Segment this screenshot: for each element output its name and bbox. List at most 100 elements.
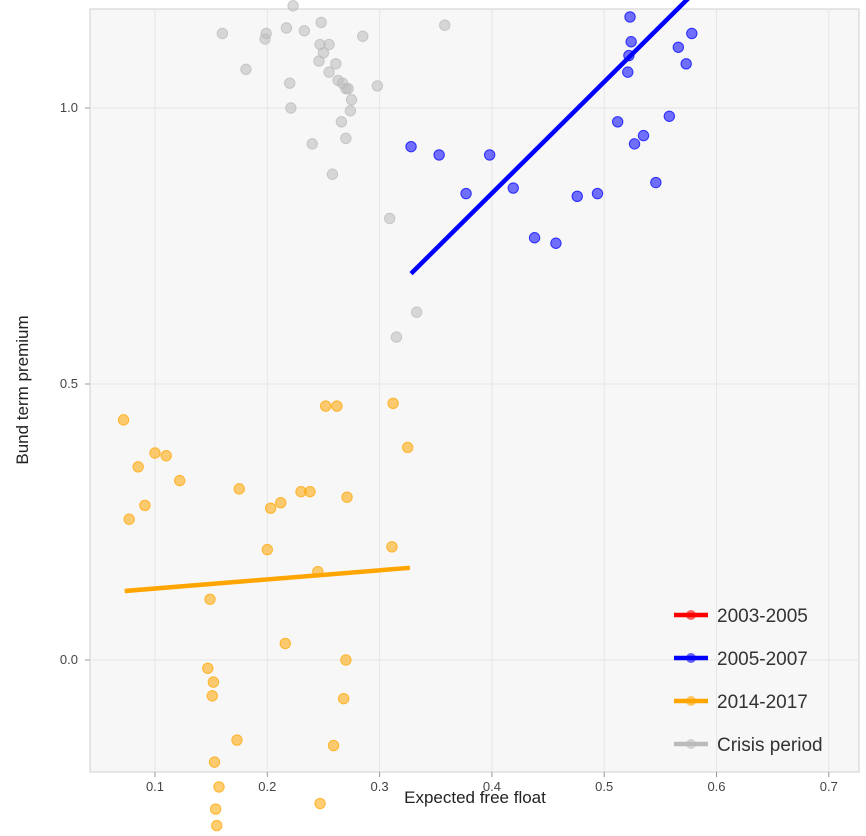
data-point [624,11,636,23]
data-point [327,739,340,752]
legend-label: 2003-2005 [717,606,808,627]
x-tick-label: 0.5 [595,779,613,794]
data-point [204,593,216,605]
data-point [387,397,399,410]
legend-label: 2005-2007 [717,649,808,670]
data-point [174,474,186,487]
data-point [279,637,291,650]
y-tick-label: 0.0 [60,652,78,667]
legend-marker [686,653,696,663]
data-point [342,82,354,95]
data-point [331,400,343,412]
data-point [117,414,130,426]
data-point [663,110,676,122]
data-point [345,94,358,106]
data-point [132,461,144,473]
data-point [340,654,352,666]
data-point [371,80,384,92]
plot-area [89,8,860,773]
data-point [202,662,214,674]
data-point [410,306,423,318]
data-point [314,797,326,810]
data-point [335,116,348,128]
data-point [672,41,685,53]
y-axis-title: Bund term premium [13,315,32,464]
data-point [340,132,352,145]
legend-marker [686,739,696,749]
data-points [117,0,698,832]
data-point [261,543,273,556]
data-point [507,182,519,194]
x-axis-ticks: 0.1 0.2 0.3 0.4 0.5 0.6 0.7 [146,772,838,794]
data-point [326,168,339,180]
data-point [591,187,604,200]
data-point [149,447,161,459]
data-point [264,502,277,514]
data-point [637,129,650,142]
data-point [319,400,332,412]
data-point [315,16,327,29]
data-point [123,513,135,525]
data-point [284,77,296,89]
data-point [317,47,330,59]
data-point [323,38,335,51]
data-point [384,212,396,225]
data-point [390,331,403,343]
data-point [628,138,641,150]
data-point [401,441,414,454]
data-point [386,541,398,553]
y-tick-label: 0.5 [60,376,78,391]
data-point [207,676,220,688]
data-point [330,58,342,70]
data-point [571,190,583,203]
x-tick-label: 0.2 [258,779,276,794]
data-point [275,496,287,509]
data-point [287,0,299,12]
x-tick-label: 0.4 [483,779,501,794]
data-point [304,485,316,498]
legend: 2003-2005 2005-2007 2014-2017 Crisis period [674,606,823,756]
data-point [139,499,151,512]
data-point [405,140,417,153]
y-axis-ticks: 0.00.51.01.52.0 [60,100,90,667]
x-tick-label: 0.3 [371,779,389,794]
data-point [216,27,229,40]
x-tick-label: 0.6 [707,779,725,794]
data-point [611,116,624,128]
data-point [460,187,472,200]
data-point [341,491,353,503]
data-point [622,66,634,78]
x-axis-title: Expected free float [404,788,546,807]
data-point [260,27,272,40]
data-point [211,819,223,832]
fit-line [124,565,411,594]
data-point [298,25,311,37]
x-tick-label: 0.1 [146,779,164,794]
data-point [206,690,218,702]
data-point [160,450,172,462]
data-point [686,27,698,40]
data-point [285,102,297,114]
data-point [439,19,451,31]
legend-marker [686,696,696,706]
data-point [280,22,293,34]
fit-line [409,0,690,276]
x-tick-label: 0.7 [820,779,838,794]
fit-lines [124,0,690,594]
legend-marker [686,610,696,620]
data-point [323,66,335,78]
data-point [528,232,541,244]
data-point [312,565,324,578]
data-point [209,803,222,815]
legend-label: 2014-2017 [717,692,808,713]
data-point [625,36,637,48]
data-point [680,58,692,70]
y-tick-label: 1.0 [60,100,78,115]
data-point [208,756,221,768]
data-point [337,692,350,705]
data-point [231,734,243,746]
data-point [306,138,318,150]
data-point [344,105,357,117]
data-point [233,483,245,495]
data-point [213,781,225,793]
